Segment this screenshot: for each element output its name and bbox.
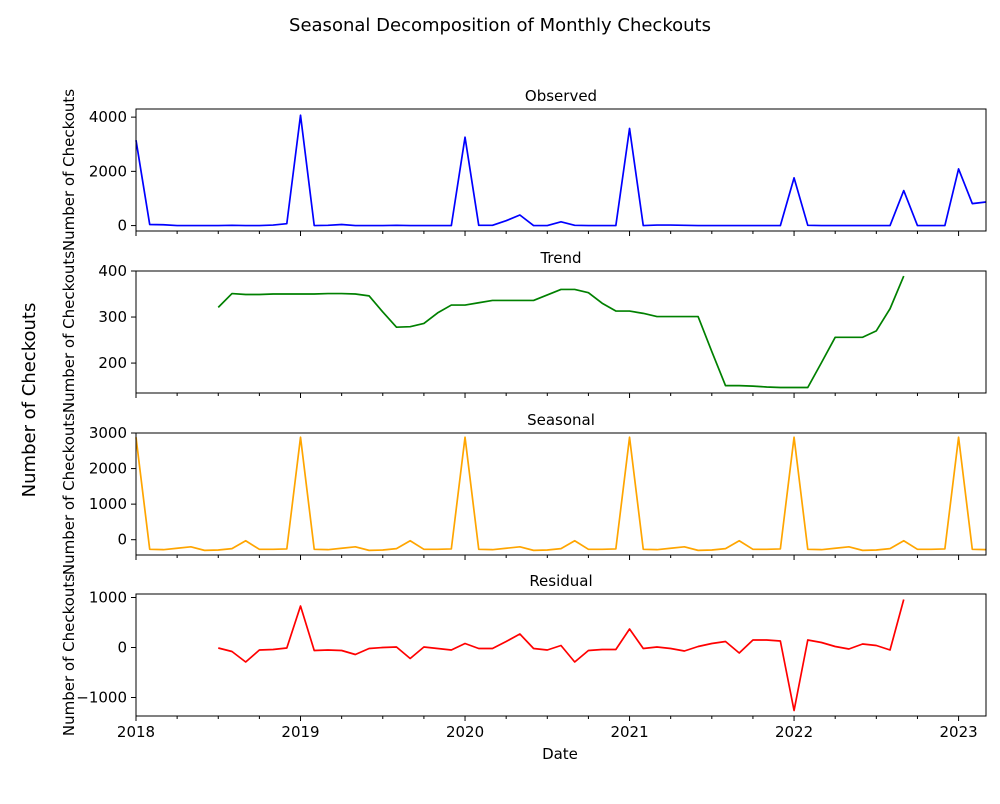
panel-title-seasonal: Seasonal <box>527 411 595 429</box>
panel-observed: Observed Number of Checkouts 0 2000 4000 <box>60 87 987 251</box>
x-tick-label: 2020 <box>446 723 484 741</box>
y-tick-label-trend: 400 <box>98 262 127 280</box>
x-tick-label: 2023 <box>939 723 977 741</box>
shared-y-axis-label: Number of Checkouts <box>19 303 40 498</box>
y-tick-label-trend: 200 <box>98 354 127 372</box>
panel-seasonal: Seasonal Number of Checkouts 0 1000 2000 3000 <box>60 411 987 575</box>
panel-frame-residual <box>135 593 987 717</box>
y-axis-label-observed: Number of Checkouts <box>60 89 78 251</box>
panel-frame-trend <box>135 270 987 394</box>
y-tick-label-residual: −1000 <box>76 689 127 707</box>
y-tick-label-observed: 4000 <box>89 108 127 126</box>
x-axis-label: Date <box>542 745 578 763</box>
x-tick-label: 2019 <box>281 723 319 741</box>
x-tick-label: 2018 <box>117 723 155 741</box>
y-tick-label-observed: 2000 <box>89 162 127 180</box>
panel-residual: Residual Number of Checkouts−1000 0 1000 201… <box>60 572 987 741</box>
y-tick-label-residual: 0 <box>117 639 127 657</box>
panel-title-observed: Observed <box>525 87 597 105</box>
panel-frame-seasonal <box>135 432 987 556</box>
y-tick-label-seasonal: 0 <box>117 531 127 549</box>
panel-title-trend: Trend <box>539 249 581 267</box>
panel-frame-observed <box>135 108 987 232</box>
x-tick-label: 2022 <box>775 723 813 741</box>
y-tick-label-seasonal: 1000 <box>89 495 127 513</box>
series-line-trend <box>217 275 905 389</box>
y-tick-label-seasonal: 2000 <box>89 460 127 478</box>
series-line-observed <box>135 114 987 227</box>
y-tick-label-observed: 0 <box>117 217 127 235</box>
series-line-residual <box>218 599 905 712</box>
panel-trend: Trend Number of Checkouts 200 300 400 <box>60 249 987 413</box>
x-tick-label: 2021 <box>610 723 648 741</box>
series-line-seasonal <box>135 436 987 552</box>
panel-title-residual: Residual <box>529 572 592 590</box>
y-tick-label-residual: 1000 <box>89 589 127 607</box>
y-axis-label-trend: Number of Checkouts <box>60 251 78 413</box>
figure-title: Seasonal Decomposition of Monthly Checko… <box>289 15 711 36</box>
y-axis-label-residual: Number of Checkouts <box>60 574 78 736</box>
y-tick-label-trend: 300 <box>98 308 127 326</box>
y-tick-label-seasonal: 3000 <box>89 424 127 442</box>
y-axis-label-seasonal: Number of Checkouts <box>60 413 78 575</box>
